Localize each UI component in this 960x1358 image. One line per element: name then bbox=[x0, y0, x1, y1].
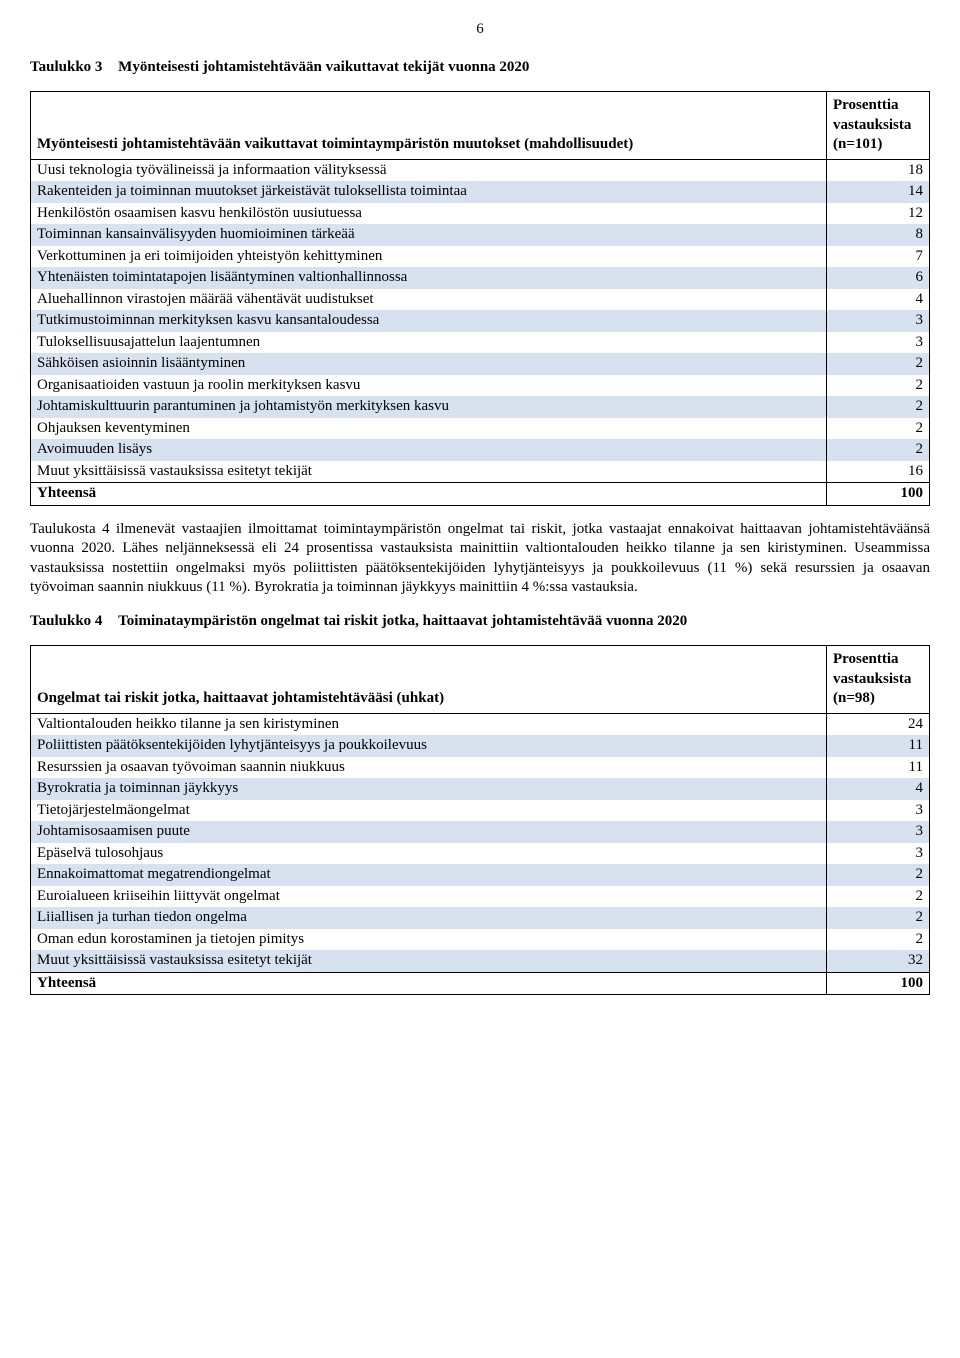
row-value: 18 bbox=[827, 159, 930, 181]
table4-header-right: Prosenttia vastauksista (n=98) bbox=[827, 646, 930, 714]
row-value: 2 bbox=[827, 418, 930, 440]
row-label: Tuloksellisuusajattelun laajentumnen bbox=[31, 332, 827, 354]
row-value: 2 bbox=[827, 375, 930, 397]
row-label: Valtiontalouden heikko tilanne ja sen ki… bbox=[31, 713, 827, 735]
row-value: 3 bbox=[827, 843, 930, 865]
table-row: Aluehallinnon virastojen määrää vähentäv… bbox=[31, 289, 930, 311]
table-row: Euroialueen kriiseihin liittyvät ongelma… bbox=[31, 886, 930, 908]
row-value: 4 bbox=[827, 778, 930, 800]
table3-total-value: 100 bbox=[827, 483, 930, 506]
table-row: Avoimuuden lisäys2 bbox=[31, 439, 930, 461]
row-value: 12 bbox=[827, 203, 930, 225]
table-row: Organisaatioiden vastuun ja roolin merki… bbox=[31, 375, 930, 397]
row-label: Avoimuuden lisäys bbox=[31, 439, 827, 461]
row-value: 2 bbox=[827, 929, 930, 951]
row-label: Ennakoimattomat megatrendiongelmat bbox=[31, 864, 827, 886]
row-value: 2 bbox=[827, 886, 930, 908]
row-value: 8 bbox=[827, 224, 930, 246]
table-row: Resurssien ja osaavan työvoiman saannin … bbox=[31, 757, 930, 779]
table4-caption-text: Toiminataympäristön ongelmat tai riskit … bbox=[118, 613, 687, 629]
row-label: Tietojärjestelmäongelmat bbox=[31, 800, 827, 822]
row-value: 14 bbox=[827, 181, 930, 203]
row-value: 6 bbox=[827, 267, 930, 289]
row-label: Rakenteiden ja toiminnan muutokset järke… bbox=[31, 181, 827, 203]
table-row: Ohjauksen keventyminen2 bbox=[31, 418, 930, 440]
row-value: 3 bbox=[827, 332, 930, 354]
table3-caption-text: Myönteisesti johtamistehtävään vaikuttav… bbox=[118, 59, 529, 75]
row-value: 3 bbox=[827, 821, 930, 843]
row-label: Johtamiskulttuurin parantuminen ja johta… bbox=[31, 396, 827, 418]
table-row: Muut yksittäisissä vastauksissa esitetyt… bbox=[31, 950, 930, 972]
table-row: Sähköisen asioinnin lisääntyminen2 bbox=[31, 353, 930, 375]
table4-caption: Taulukko 4 Toiminataympäristön ongelmat … bbox=[30, 612, 930, 632]
table4: Ongelmat tai riskit jotka, haittaavat jo… bbox=[30, 645, 930, 995]
row-label: Toiminnan kansainvälisyyden huomioiminen… bbox=[31, 224, 827, 246]
row-value: 3 bbox=[827, 310, 930, 332]
table-row: Rakenteiden ja toiminnan muutokset järke… bbox=[31, 181, 930, 203]
row-value: 11 bbox=[827, 735, 930, 757]
table4-header-left: Ongelmat tai riskit jotka, haittaavat jo… bbox=[31, 646, 827, 714]
table3: Myönteisesti johtamistehtävään vaikuttav… bbox=[30, 91, 930, 506]
table4-total-label: Yhteensä bbox=[31, 972, 827, 995]
table3-header-left: Myönteisesti johtamistehtävään vaikuttav… bbox=[31, 92, 827, 160]
table-row: Tietojärjestelmäongelmat3 bbox=[31, 800, 930, 822]
row-label: Epäselvä tulosohjaus bbox=[31, 843, 827, 865]
table3-total-label: Yhteensä bbox=[31, 483, 827, 506]
row-value: 2 bbox=[827, 864, 930, 886]
row-label: Organisaatioiden vastuun ja roolin merki… bbox=[31, 375, 827, 397]
row-label: Muut yksittäisissä vastauksissa esitetyt… bbox=[31, 461, 827, 483]
row-label: Byrokratia ja toiminnan jäykkyys bbox=[31, 778, 827, 800]
table-row: Uusi teknologia työvälineissä ja informa… bbox=[31, 159, 930, 181]
row-label: Euroialueen kriiseihin liittyvät ongelma… bbox=[31, 886, 827, 908]
table-row: Oman edun korostaminen ja tietojen pimit… bbox=[31, 929, 930, 951]
table-row: Verkottuminen ja eri toimijoiden yhteist… bbox=[31, 246, 930, 268]
row-label: Sähköisen asioinnin lisääntyminen bbox=[31, 353, 827, 375]
page-number: 6 bbox=[30, 20, 930, 40]
table-row: Liiallisen ja turhan tiedon ongelma2 bbox=[31, 907, 930, 929]
row-value: 2 bbox=[827, 396, 930, 418]
table-row: Toiminnan kansainvälisyyden huomioiminen… bbox=[31, 224, 930, 246]
row-value: 3 bbox=[827, 800, 930, 822]
row-label: Poliittisten päätöksentekijöiden lyhytjä… bbox=[31, 735, 827, 757]
table-row: Epäselvä tulosohjaus3 bbox=[31, 843, 930, 865]
row-label: Uusi teknologia työvälineissä ja informa… bbox=[31, 159, 827, 181]
table3-caption: Taulukko 3 Myönteisesti johtamistehtävää… bbox=[30, 58, 930, 78]
row-value: 11 bbox=[827, 757, 930, 779]
table-row: Poliittisten päätöksentekijöiden lyhytjä… bbox=[31, 735, 930, 757]
table-row: Yhtenäisten toimintatapojen lisääntymine… bbox=[31, 267, 930, 289]
table-row: Muut yksittäisissä vastauksissa esitetyt… bbox=[31, 461, 930, 483]
table-row: Tutkimustoiminnan merkityksen kasvu kans… bbox=[31, 310, 930, 332]
row-value: 24 bbox=[827, 713, 930, 735]
row-label: Aluehallinnon virastojen määrää vähentäv… bbox=[31, 289, 827, 311]
table3-header-right: Prosenttia vastauksista (n=101) bbox=[827, 92, 930, 160]
row-value: 4 bbox=[827, 289, 930, 311]
table-row: Tuloksellisuusajattelun laajentumnen3 bbox=[31, 332, 930, 354]
row-label: Ohjauksen keventyminen bbox=[31, 418, 827, 440]
row-value: 32 bbox=[827, 950, 930, 972]
row-value: 2 bbox=[827, 439, 930, 461]
table4-total-value: 100 bbox=[827, 972, 930, 995]
row-value: 2 bbox=[827, 353, 930, 375]
row-label: Johtamisosaamisen puute bbox=[31, 821, 827, 843]
table-row: Henkilöstön osaamisen kasvu henkilöstön … bbox=[31, 203, 930, 225]
row-value: 2 bbox=[827, 907, 930, 929]
row-label: Liiallisen ja turhan tiedon ongelma bbox=[31, 907, 827, 929]
table-row: Johtamiskulttuurin parantuminen ja johta… bbox=[31, 396, 930, 418]
row-label: Oman edun korostaminen ja tietojen pimit… bbox=[31, 929, 827, 951]
row-label: Verkottuminen ja eri toimijoiden yhteist… bbox=[31, 246, 827, 268]
row-label: Henkilöstön osaamisen kasvu henkilöstön … bbox=[31, 203, 827, 225]
row-label: Resurssien ja osaavan työvoiman saannin … bbox=[31, 757, 827, 779]
row-label: Tutkimustoiminnan merkityksen kasvu kans… bbox=[31, 310, 827, 332]
table-row: Ennakoimattomat megatrendiongelmat2 bbox=[31, 864, 930, 886]
table4-caption-label: Taulukko 4 bbox=[30, 613, 102, 629]
table3-caption-label: Taulukko 3 bbox=[30, 59, 102, 75]
paragraph-1: Taulukosta 4 ilmenevät vastaajien ilmoit… bbox=[30, 520, 930, 598]
table-row: Johtamisosaamisen puute3 bbox=[31, 821, 930, 843]
table-row: Valtiontalouden heikko tilanne ja sen ki… bbox=[31, 713, 930, 735]
table-row: Byrokratia ja toiminnan jäykkyys4 bbox=[31, 778, 930, 800]
row-value: 16 bbox=[827, 461, 930, 483]
row-label: Yhtenäisten toimintatapojen lisääntymine… bbox=[31, 267, 827, 289]
row-value: 7 bbox=[827, 246, 930, 268]
row-label: Muut yksittäisissä vastauksissa esitetyt… bbox=[31, 950, 827, 972]
